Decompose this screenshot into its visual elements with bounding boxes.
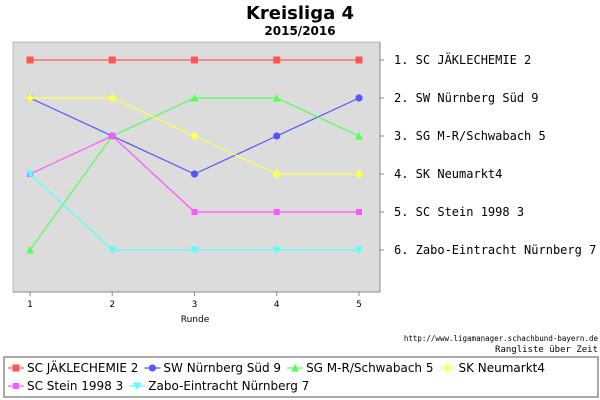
- legend-swatch-marker: [13, 383, 19, 389]
- legend-swatch-marker: [291, 364, 300, 372]
- legend-item: SK Neumarkt4: [439, 361, 545, 375]
- x-tick-label: 5: [356, 300, 362, 310]
- data-point: [273, 209, 280, 215]
- x-tick-label: 4: [274, 300, 280, 310]
- rank-label: 6. Zabo-Eintracht Nürnberg 7: [394, 243, 596, 257]
- rank-label: 2. SW Nürnberg Süd 9: [394, 91, 539, 105]
- data-point: [273, 56, 281, 64]
- legend: SC JÄKLECHEMIE 2 SW Nürnberg Süd 9 SG M-R/…: [8, 360, 545, 393]
- chart-title: Kreisliga 4: [246, 3, 354, 24]
- legend-item: SG M-R/Schwabach 5: [287, 361, 433, 375]
- series-1: [26, 56, 363, 64]
- data-point: [272, 169, 282, 179]
- x-tick-label: 1: [27, 300, 33, 310]
- data-point: [190, 131, 199, 141]
- plot-area: [12, 41, 381, 293]
- data-point: [191, 209, 198, 215]
- data-point: [108, 246, 117, 254]
- legend-item: SC Stein 1998 3: [8, 379, 123, 393]
- legend-item: SW Nürnberg Süd 9: [144, 361, 281, 375]
- legend-box: [3, 356, 599, 398]
- data-point: [26, 56, 34, 64]
- data-point: [107, 93, 117, 103]
- chart-subtitle: 2015/2016: [264, 24, 335, 38]
- legend-item: SC JÄKLECHEMIE 2: [8, 360, 138, 375]
- legend-item: Zabo-Eintracht Nürnberg 7: [129, 379, 309, 393]
- data-point: [26, 170, 34, 178]
- legend-label: SG M-R/Schwabach 5: [306, 361, 433, 375]
- legend-swatch-marker: [12, 364, 20, 372]
- data-point: [273, 132, 281, 140]
- data-point: [190, 170, 199, 178]
- legend-label: SC Stein 1998 3: [27, 379, 123, 393]
- legend-label: Zabo-Eintracht Nürnberg 7: [148, 379, 309, 393]
- rank-labels: 1. SC JÄKLECHEMIE 2 2. SW Nürnberg Süd 9 3…: [380, 52, 596, 257]
- legend-label: SK Neumarkt4: [458, 361, 545, 375]
- x-ticks: 1 2 3 4 5: [27, 292, 362, 310]
- data-point: [355, 94, 363, 102]
- x-axis-label: Runde: [181, 315, 210, 325]
- rank-label: 4. SK Neumarkt4: [394, 167, 502, 181]
- rank-label: 1. SC JÄKLECHEMIE 2: [394, 52, 531, 67]
- legend-label: SW Nürnberg Süd 9: [163, 361, 281, 375]
- data-point: [190, 246, 199, 254]
- data-point: [191, 56, 198, 64]
- data-point: [190, 94, 199, 102]
- legend-swatch-marker: [442, 363, 452, 373]
- legend-swatch-marker: [148, 364, 157, 372]
- series-layer: [25, 56, 364, 254]
- data-point: [272, 246, 281, 254]
- chart-caption: Rangliste über Zeit: [495, 345, 598, 355]
- legend-swatch-marker: [133, 382, 142, 390]
- data-point: [354, 169, 364, 179]
- data-point: [355, 132, 363, 140]
- series-2: [26, 94, 363, 178]
- source-url: http://www.ligamanager.schachbund-bayern…: [404, 334, 599, 343]
- data-point: [26, 246, 34, 254]
- series-6: [26, 170, 363, 254]
- x-tick-label: 3: [192, 300, 198, 310]
- legend-label: SC JÄKLECHEMIE 2: [27, 360, 138, 375]
- data-point: [109, 133, 116, 139]
- series-4: [25, 93, 364, 179]
- rank-label: 3. SG M-R/Schwabach 5: [394, 129, 546, 143]
- x-tick-label: 2: [109, 300, 115, 310]
- rank-label: 5. SC Stein 1998 3: [394, 205, 524, 219]
- data-point: [108, 56, 116, 64]
- data-point: [355, 56, 363, 64]
- data-point: [272, 94, 281, 102]
- data-point: [355, 246, 363, 254]
- data-point: [356, 209, 362, 215]
- data-point: [25, 93, 35, 103]
